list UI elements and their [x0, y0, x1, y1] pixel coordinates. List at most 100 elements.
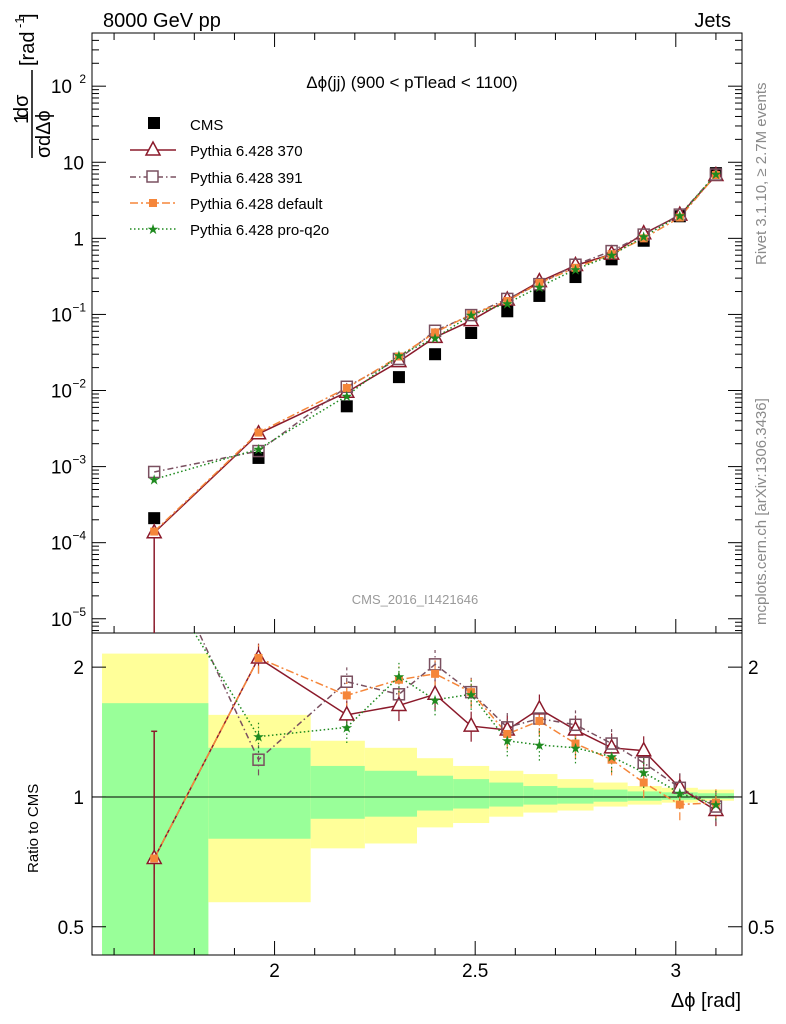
point-top-3-4 [431, 328, 440, 337]
point-ratio-2-8 [571, 739, 580, 748]
point-ratio-0-7 [531, 699, 548, 715]
point-ratio-0-3 [390, 695, 408, 712]
point-top-3-0 [150, 527, 159, 536]
point-ratio-3-8: ★ [569, 740, 582, 756]
point-ratio-3-4: ★ [429, 692, 442, 708]
ylabel-unit: [rad [17, 32, 39, 66]
point-ratio-3-1: ★ [252, 729, 265, 745]
band-inner-6 [489, 782, 524, 807]
point-ratio-2-6 [503, 729, 512, 738]
ytick-label-6: 10 [63, 153, 84, 174]
point-ratio-2-5 [467, 688, 476, 697]
point-top-3-9 [607, 250, 616, 259]
ytick-exp-7: 2 [79, 72, 86, 86]
band-inner-5 [453, 779, 490, 809]
point-top-2-1 [252, 444, 265, 458]
point-top-2-5 [464, 308, 478, 322]
point-top-1-5 [462, 311, 480, 327]
ytick-label-5: 1 [73, 229, 84, 250]
legend-label-370: Pythia 6.428 370 [190, 143, 303, 160]
legend-marker-default [149, 199, 157, 207]
ytick-label-0: 10 [51, 610, 72, 631]
y-axis-label-top: 1 dσ σ dΔϕ [rad -1 ] [11, 13, 55, 158]
point-ratio-2-10 [639, 778, 648, 787]
point-ratio-1-5 [464, 685, 478, 699]
point-ratio-3-2: ★ [341, 719, 354, 735]
point-ratio-2-1 [254, 654, 263, 663]
point-ratio-2-7 [535, 717, 544, 726]
ratio-plot-frame [91, 632, 743, 956]
point-top-4-1: ★ [252, 441, 265, 457]
point-top-4-0: ★ [148, 471, 161, 487]
y-axis-label-bottom: Ratio to CMS [25, 784, 42, 873]
point-top-3-1 [254, 428, 263, 437]
ylabel-dsigma: dσ [11, 94, 33, 118]
band-inner-3 [364, 770, 417, 817]
ratio-ytick-label-r-1: 1 [748, 788, 759, 809]
point-ratio-0-4 [426, 684, 444, 701]
legend-marker-cms [148, 117, 160, 129]
point-top-0-4 [429, 348, 442, 361]
ratio-ytick-label-1: 1 [73, 788, 84, 809]
ytick-label-3: 10 [51, 382, 72, 403]
point-top-3-5 [467, 310, 476, 319]
point-top-3-10 [639, 234, 648, 243]
point-top-3-11 [675, 213, 684, 222]
point-ratio-1-1 [252, 753, 265, 766]
ytick-exp-2: −3 [72, 453, 86, 467]
point-ratio-2-3 [394, 675, 403, 684]
point-ratio-2-0 [150, 854, 159, 863]
watermark: CMS_2016_I1421646 [352, 592, 479, 607]
point-top-4-7: ★ [533, 279, 546, 295]
point-top-3-3 [394, 352, 403, 361]
point-ratio-2-9 [607, 755, 616, 764]
point-top-0-6 [501, 305, 514, 318]
ratio-ytick-label-0: 0.5 [58, 918, 84, 939]
point-ratio-3-7: ★ [533, 737, 546, 753]
legend: CMS Pythia 6.428 370 Pythia 6.428 391 Py… [130, 117, 329, 239]
point-top-4-5: ★ [465, 307, 478, 323]
ylabel-sigma: σ [33, 145, 55, 158]
ratio-ytick-label-2: 2 [73, 658, 84, 679]
band-inner-9 [593, 789, 628, 802]
ratio-ytick-label-r-2: 2 [748, 658, 759, 679]
point-top-4-2: ★ [341, 388, 354, 404]
point-top-4-4: ★ [429, 330, 442, 346]
legend-label-cms: CMS [190, 117, 223, 134]
mcplots-label: mcplots.cern.ch [arXiv:1306.3436] [753, 398, 770, 625]
point-ratio-0-2 [338, 705, 356, 721]
point-ratio-3-12: ★ [710, 797, 723, 813]
point-top-3-12 [711, 171, 720, 180]
ytick-label-2: 10 [51, 458, 72, 479]
ratio-ytick-label-r-0: 0.5 [748, 918, 774, 939]
ytick-label-7: 10 [51, 77, 72, 98]
point-top-0-0 [148, 512, 161, 525]
point-ratio-3-5: ★ [465, 686, 478, 702]
band-inner-8 [557, 787, 594, 804]
curve-top-2 [154, 174, 717, 473]
x-axis-label: Δϕ [rad] [671, 990, 741, 1012]
point-top-4-3: ★ [393, 347, 406, 363]
point-ratio-3-11: ★ [674, 785, 687, 801]
point-top-3-8 [571, 263, 580, 272]
chart-title: Δϕ(jj) (900 < pTlead < 1100) [306, 73, 517, 92]
point-top-4-6: ★ [501, 295, 514, 311]
band-inner-0 [102, 703, 209, 955]
legend-marker-391 [146, 170, 159, 183]
ytick-label-1: 10 [51, 534, 72, 555]
point-top-0-5 [465, 327, 478, 340]
series-markers: ★ ★ ★ ★ ★ ★ ★ ★ ★ ★ ★ ★ ★ ★ ★ ★ ★ ★ ★ ★ ★ ★ ★ ★ ★ [145, 165, 725, 865]
point-ratio-1-10 [637, 756, 650, 770]
point-top-2-0 [147, 465, 161, 479]
legend-label-default: Pythia 6.428 default [190, 196, 323, 213]
point-top-3-7 [535, 278, 544, 287]
point-ratio-2-4 [431, 669, 440, 678]
header-right: Jets [694, 10, 731, 32]
band-inner-2 [310, 765, 365, 819]
point-top-0-2 [340, 400, 353, 413]
band-inner-7 [523, 786, 558, 805]
ytick-label-4: 10 [51, 305, 72, 326]
point-ratio-1-8 [569, 718, 582, 732]
ytick-exp-3: −2 [72, 377, 86, 391]
xtick-label-2: 3 [671, 961, 682, 982]
